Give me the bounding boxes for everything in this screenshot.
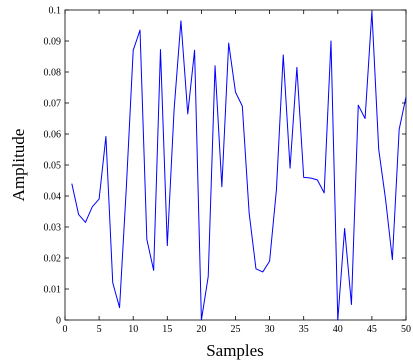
y-tick-label: 0 [56,316,61,327]
x-tick-label: 50 [401,324,411,335]
x-tick-label: 20 [196,324,206,335]
y-tick-label: 0.08 [44,68,62,79]
x-tick-label: 10 [128,324,138,335]
y-tick-label: 0.05 [44,161,62,172]
y-tick-label: 0.07 [44,99,62,110]
x-tick-label: 30 [265,324,275,335]
y-axis-title: Amplitude [9,129,28,202]
x-tick-label: 40 [333,324,343,335]
x-tick-label: 35 [299,324,309,335]
axis-tick-labels: 0 5 10 15 20 25 30 35 40 45 50 0 0.01 0.02 0.03 0.04 0.0… [44,6,412,336]
x-tick-label: 25 [231,324,241,335]
y-tick-label: 0.01 [44,285,62,296]
y-tick-label: 0.1 [49,6,62,17]
x-axis-title: Samples [206,341,264,360]
plot-area [64,9,407,321]
y-tick-label: 0.09 [44,37,62,48]
y-tick-label: 0.02 [44,254,62,265]
x-tick-label: 45 [367,324,377,335]
series-line [71,11,407,321]
x-tick-label: 15 [162,324,172,335]
axis-ticks [64,9,407,321]
y-tick-label: 0.03 [44,223,62,234]
y-tick-label: 0.04 [44,192,62,203]
x-tick-label: 0 [63,324,68,335]
x-tick-label: 5 [97,324,102,335]
y-tick-label: 0.06 [44,130,62,141]
